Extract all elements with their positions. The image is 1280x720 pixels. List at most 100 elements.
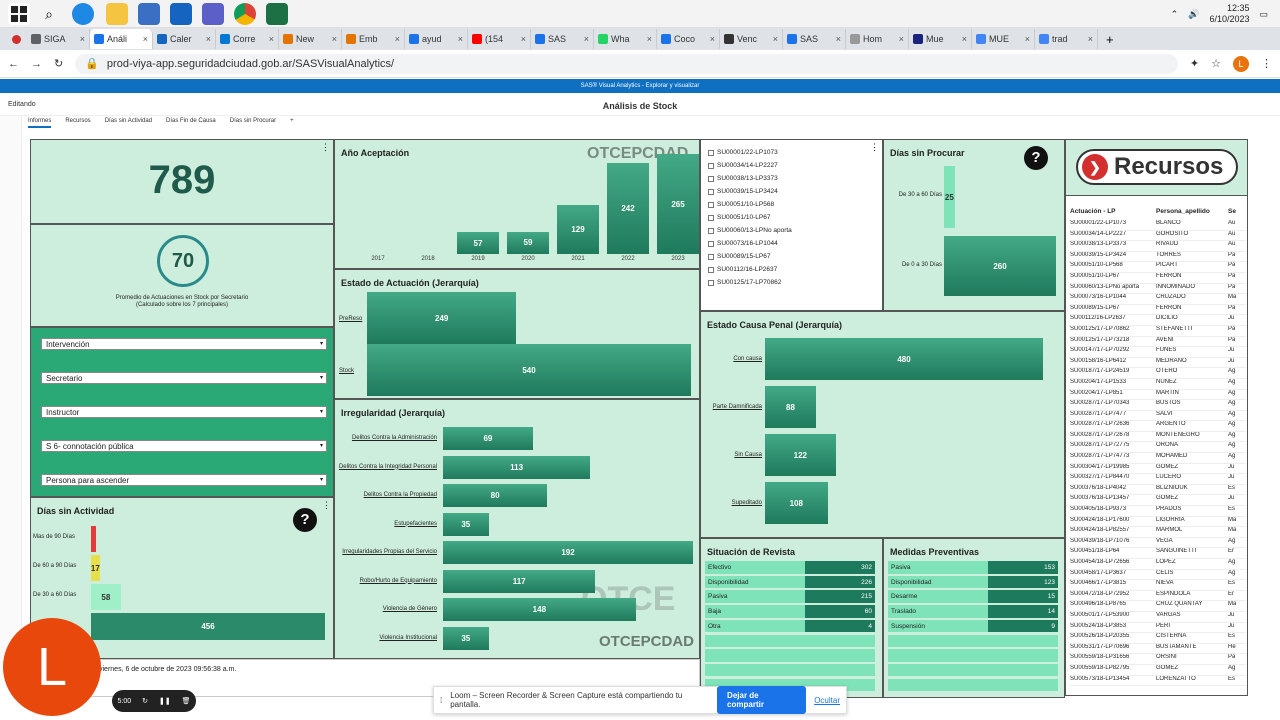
checklist-item[interactable]: SU00112/16-LP2637 (708, 263, 792, 276)
close-tab-icon[interactable]: × (583, 34, 589, 44)
browser-tab[interactable]: Análi × (90, 29, 153, 49)
report-tab[interactable]: Días sin Procurar (229, 118, 277, 124)
checklist-item[interactable]: SU00060/13-LPNo aporta (708, 224, 792, 237)
browser-tab[interactable]: Coco × (657, 29, 720, 49)
year-bar[interactable]: 59 (507, 231, 549, 254)
restart-icon[interactable]: ↻ (142, 698, 148, 705)
checkbox[interactable] (708, 253, 714, 260)
recursos-button[interactable]: ❯ Recursos (1076, 149, 1238, 185)
checklist-item[interactable]: SU00125/17-LP70862 (708, 276, 792, 289)
irregularidad-bar[interactable]: 192 (443, 541, 693, 564)
estado-actuacion-bar[interactable]: 249 (367, 292, 517, 344)
browser-tab[interactable]: Caler × (153, 29, 216, 49)
excel-icon[interactable] (266, 3, 288, 25)
checklist-item[interactable]: SU00089/15-LP67 (708, 250, 792, 263)
notifications-icon[interactable]: ▭ (1259, 8, 1268, 19)
file-explorer-icon[interactable] (106, 3, 128, 25)
drag-handle-icon[interactable]: ⁞ (440, 695, 443, 705)
table-row[interactable]: SU00472/18-LP72952 ESPINDOLA Er (1070, 591, 1246, 602)
checklist-item[interactable]: SU00073/16-LP1044 (708, 237, 792, 250)
year-bar[interactable]: 265 (657, 154, 699, 254)
table-row[interactable]: SU00559/18-LP82795 GOMEZ Ag (1070, 665, 1246, 676)
browser-tab[interactable]: Corre × (216, 29, 279, 49)
report-tab[interactable]: Recursos (65, 118, 91, 124)
table-row[interactable]: SU00051/10-LP67 FERRON Pa (1070, 273, 1246, 284)
summary-row[interactable]: Pasiva 153 (888, 561, 1058, 575)
irregularidad-bar[interactable]: 113 (443, 455, 591, 479)
url-text[interactable]: prod-viya-app.seguridadciudad.gob.ar/SAS… (106, 57, 395, 70)
estado-actuacion-bar[interactable]: 540 (367, 344, 691, 396)
close-tab-icon[interactable]: × (205, 34, 211, 44)
volume-icon[interactable]: 🔊 (1188, 8, 1200, 19)
report-tab[interactable]: Días Fin de Causa (166, 118, 216, 124)
pause-icon[interactable]: ❚❚ (158, 698, 171, 705)
close-tab-icon[interactable]: × (268, 34, 274, 44)
table-row[interactable]: SU00524/18-LP3853 PERI Ju (1070, 623, 1246, 634)
loom-camera-avatar[interactable]: L (3, 618, 101, 716)
close-tab-icon[interactable]: × (772, 34, 778, 44)
table-row[interactable]: SU00451/18-LP64 SANGUINETTI Er (1070, 548, 1246, 559)
browser-tab[interactable]: Emb × (342, 29, 405, 49)
irregularidad-bar[interactable]: 80 (443, 484, 548, 507)
close-tab-icon[interactable]: × (898, 34, 904, 44)
forward-icon[interactable]: → (31, 57, 42, 70)
table-row[interactable]: SU00327/17-LP84470 LUCERO Ju (1070, 474, 1246, 485)
table-row[interactable]: SU00531/17-LP70696 BUSTAMANTE He (1070, 644, 1246, 655)
checklist-item[interactable]: SU00034/14-LP2227 (708, 159, 792, 172)
table-row[interactable]: SU00496/18-LP8765 CRUZ QUANTAY Ma (1070, 601, 1246, 612)
close-tab-icon[interactable]: × (142, 34, 148, 44)
table-row[interactable]: SU00439/18-LP71076 VEGA Ag (1070, 538, 1246, 549)
table-row[interactable]: SU00039/15-LP3424 TORRES Pa (1070, 252, 1246, 263)
table-row[interactable]: SU00112/16-LP2637 DICILIO Ju (1070, 315, 1246, 326)
year-bar[interactable]: 57 (457, 232, 499, 254)
table-row[interactable]: SU00376/18-LP4042 BLIZNIOUK Es (1070, 485, 1246, 496)
browser-tab[interactable]: MUE × (972, 29, 1035, 49)
browser-tab[interactable]: SIGA × (27, 29, 90, 49)
close-tab-icon[interactable]: × (835, 34, 841, 44)
checkbox[interactable] (708, 201, 714, 208)
table-row[interactable]: SU00001/22-LP1073 BLANCO Au (1070, 220, 1246, 231)
summary-row[interactable]: Disponibilidad 123 (888, 575, 1058, 590)
chrome-icon[interactable] (234, 3, 256, 25)
report-tab[interactable]: + (290, 118, 294, 124)
checkbox[interactable] (708, 149, 714, 156)
checkbox[interactable] (708, 227, 714, 234)
irregularidad-bar[interactable]: 117 (443, 569, 596, 593)
browser-tab[interactable]: SAS × (783, 29, 846, 49)
filter-dropdown[interactable]: Secretario ▾ (41, 372, 327, 384)
hide-link[interactable]: Ocultar (814, 695, 840, 705)
checkbox[interactable] (708, 188, 714, 195)
table-row[interactable]: SU00187/17-LP24519 OTERO Ag (1070, 368, 1246, 379)
filter-dropdown[interactable]: Persona para ascender ▾ (41, 474, 327, 486)
close-tab-icon[interactable]: × (457, 34, 463, 44)
irregularidad-bar[interactable]: 69 (443, 427, 533, 450)
report-tab[interactable]: Días sin Actividad (104, 118, 153, 124)
close-tab-icon[interactable]: × (646, 34, 652, 44)
table-row[interactable]: SU00287/17-LP72775 ORONA Ag (1070, 442, 1246, 454)
panel-menu-icon[interactable]: ⋮ (322, 500, 331, 510)
filter-dropdown[interactable]: Instructor ▾ (41, 406, 327, 418)
close-tab-icon[interactable]: × (961, 34, 967, 44)
summary-row[interactable]: Efectivo 302 (705, 561, 875, 575)
table-row[interactable]: SU00424/18-LP82557 MARMOL Ma (1070, 527, 1246, 538)
close-tab-icon[interactable]: × (709, 34, 715, 44)
summary-row[interactable]: Traslado 14 (888, 605, 1058, 619)
summary-row[interactable]: Disponibilidad 226 (705, 575, 875, 590)
table-row[interactable]: SU00204/17-LP851 MARTIN Ag (1070, 390, 1246, 401)
table-row[interactable]: SU00304/17-LP19985 GOMEZ Ju (1070, 464, 1246, 475)
irregularidad-bar[interactable]: 35 (443, 626, 489, 650)
teams-icon[interactable] (202, 3, 224, 25)
table-row[interactable]: SU00147/17-LP70292 FUNES Ju (1070, 347, 1246, 358)
panel-menu-icon[interactable]: ⋮ (321, 142, 330, 152)
year-bar[interactable]: 242 (607, 162, 649, 254)
summary-row[interactable]: Pasiva 215 (705, 590, 875, 604)
help-icon[interactable]: ? (293, 508, 317, 532)
table-row[interactable]: SU00073/16-LP1044 CRUZADO Ma (1070, 294, 1246, 305)
table-row[interactable]: SU00405/18-LP9373 PRADOS Es (1070, 506, 1246, 517)
close-tab-icon[interactable]: × (1087, 34, 1093, 44)
panel-menu-icon[interactable]: ⋮ (870, 142, 879, 152)
windows-start-icon[interactable] (8, 3, 30, 25)
browser-tab[interactable]: trad × (1035, 29, 1098, 49)
checkbox[interactable] (708, 279, 714, 286)
table-row[interactable]: SU00458/17-LP3637 CELIS Ag (1070, 570, 1246, 581)
